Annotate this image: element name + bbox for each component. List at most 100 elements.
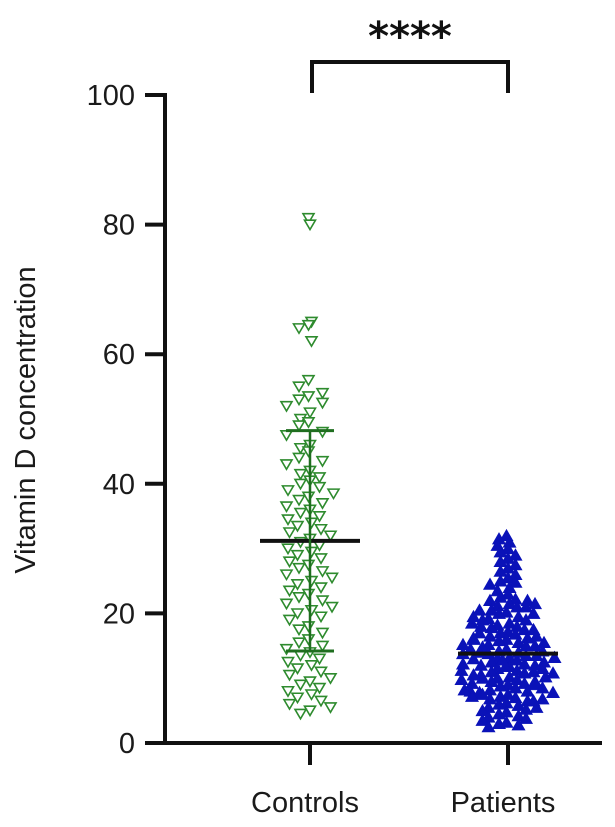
data-point-controls — [303, 676, 317, 688]
data-point-controls — [303, 407, 317, 420]
data-point-controls — [304, 660, 319, 672]
data-point-controls — [314, 523, 328, 536]
significance-stars: **** — [368, 14, 452, 60]
data-point-controls — [292, 381, 306, 394]
data-point-controls — [290, 663, 305, 676]
data-point-patients — [455, 657, 471, 670]
data-point-patients — [527, 674, 543, 687]
data-point-patients — [466, 609, 481, 623]
data-point-controls — [282, 698, 297, 711]
data-point-controls — [282, 669, 297, 682]
data-point-controls — [292, 624, 306, 637]
data-point-patients — [457, 683, 472, 696]
data-point-controls — [301, 319, 316, 332]
data-point-controls — [312, 510, 327, 523]
data-point-controls — [290, 520, 305, 533]
data-point-patients — [500, 587, 516, 600]
data-point-controls — [290, 608, 305, 620]
data-point-controls — [292, 452, 306, 465]
data-point-patients — [482, 593, 498, 606]
data-point-controls — [315, 387, 330, 400]
data-point-controls — [301, 588, 316, 601]
data-point-patients — [529, 629, 544, 642]
data-point-controls — [315, 595, 330, 607]
data-point-patients — [535, 692, 550, 705]
data-point-controls — [312, 472, 327, 484]
data-point-patients — [495, 653, 510, 666]
data-point-controls — [301, 559, 316, 572]
data-point-controls — [279, 643, 294, 656]
data-point-controls — [323, 530, 338, 543]
data-point-controls — [315, 397, 330, 410]
data-point-controls — [281, 485, 295, 497]
data-point-patients — [481, 720, 496, 733]
data-point-controls — [292, 420, 306, 433]
data-point-patients — [526, 606, 541, 619]
data-point-controls — [315, 426, 330, 439]
data-point-patients — [547, 650, 562, 663]
data-point-patients — [527, 596, 543, 610]
data-point-controls — [293, 708, 308, 721]
data-point-controls — [290, 549, 305, 562]
data-point-patients — [466, 631, 481, 644]
data-point-controls — [293, 507, 308, 520]
data-point-controls — [301, 446, 316, 458]
data-point-patients — [482, 577, 498, 590]
data-point-patients — [536, 655, 552, 668]
data-point-controls — [301, 491, 316, 504]
data-point-controls — [281, 543, 295, 556]
data-point-patients — [475, 671, 490, 684]
axes — [163, 93, 602, 745]
data-point-controls — [301, 212, 316, 225]
data-point-patients — [475, 713, 490, 726]
data-point-controls — [301, 391, 316, 403]
data-point-controls — [279, 569, 294, 582]
data-point-patients — [545, 666, 561, 679]
data-point-controls — [315, 498, 330, 510]
data-point-patients — [472, 626, 487, 639]
data-point-controls — [282, 585, 297, 598]
data-point-patients — [493, 574, 508, 587]
data-point-patients — [500, 570, 516, 584]
data-point-patients — [511, 718, 526, 731]
data-point-controls — [325, 601, 339, 614]
data-point-controls — [292, 562, 306, 575]
data-point-controls — [314, 666, 328, 679]
data-point-controls — [292, 394, 306, 407]
data-point-controls — [279, 429, 294, 442]
data-point-controls — [290, 579, 305, 591]
x-ticks: Controls Patients — [251, 743, 555, 819]
data-point-controls — [292, 591, 306, 604]
data-point-controls — [314, 582, 328, 595]
y-ticks: 0 20 40 60 80 100 — [87, 80, 165, 760]
data-point-patients — [475, 687, 490, 700]
data-point-patients — [518, 711, 534, 724]
data-point-controls — [304, 336, 319, 348]
data-point-controls — [301, 621, 316, 633]
data-point-patients — [518, 600, 534, 613]
data-point-controls — [282, 614, 297, 627]
data-point-controls — [303, 705, 317, 718]
data-point-controls — [304, 546, 319, 559]
data-point-patients — [498, 659, 513, 673]
data-point-controls — [314, 611, 328, 624]
y-tick-label: 60 — [103, 339, 135, 371]
data-point-controls — [315, 455, 330, 468]
data-point-controls — [301, 634, 316, 646]
data-point-controls — [312, 481, 327, 494]
data-point-controls — [325, 572, 339, 585]
data-point-controls — [301, 374, 316, 387]
data-point-controls — [314, 695, 328, 708]
data-point-patients — [526, 664, 541, 678]
data-point-controls — [281, 514, 295, 526]
data-point-patients — [491, 606, 507, 619]
data-point-controls — [293, 650, 308, 663]
y-tick-label: 100 — [87, 80, 135, 112]
data-point-controls — [315, 566, 330, 578]
data-point-patients — [472, 603, 487, 616]
y-axis-label: Vitamin D concentration — [10, 266, 42, 573]
y-tick-label: 0 — [119, 728, 135, 760]
data-point-controls — [282, 556, 297, 569]
data-point-controls — [281, 656, 295, 669]
data-point-controls — [293, 468, 308, 481]
